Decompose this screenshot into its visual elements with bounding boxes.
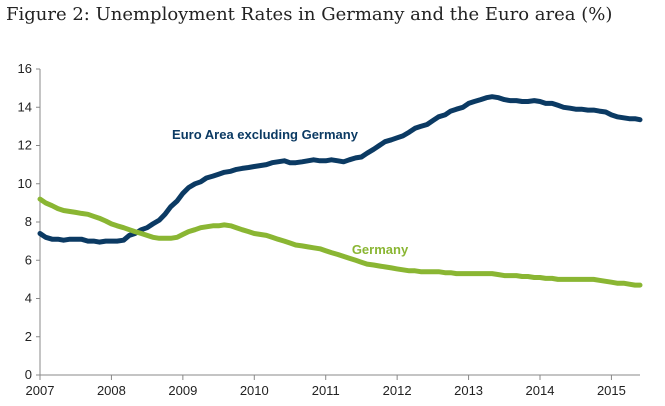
series-layer <box>37 94 643 288</box>
x-tick-label: 2009 <box>168 383 197 398</box>
y-tick-label: 16 <box>18 61 32 76</box>
series-line-euro-area-excluding-germany <box>37 94 643 245</box>
y-tick-label: 14 <box>18 99 32 114</box>
series-labels: Euro Area excluding Germany Germany <box>172 127 409 257</box>
y-tick-label: 0 <box>25 367 32 382</box>
chart-title: Figure 2: Unemployment Rates in Germany … <box>6 4 613 25</box>
x-tick-label: 2007 <box>26 383 55 398</box>
x-tick-label: 2013 <box>454 383 483 398</box>
series-line-germany <box>37 196 643 288</box>
x-tick-label: 2012 <box>383 383 412 398</box>
x-tick-label: 2015 <box>597 383 626 398</box>
y-tick-label: 2 <box>25 329 32 344</box>
x-tick-label: 2014 <box>526 383 555 398</box>
y-tick-label: 10 <box>18 176 32 191</box>
y-axis: 0 2 4 6 8 10 12 14 16 <box>18 61 41 382</box>
series-label-germany: Germany <box>352 242 409 257</box>
series-label-euro-area-excluding-germany: Euro Area excluding Germany <box>172 127 359 142</box>
y-tick-label: 6 <box>25 252 32 267</box>
x-axis: 2007 2008 2009 2010 2011 2012 2013 2014 2015 <box>26 374 640 398</box>
x-tick-label: 2008 <box>97 383 126 398</box>
x-tick-label: 2010 <box>240 383 269 398</box>
y-tick-label: 12 <box>18 138 32 153</box>
x-tick-label: 2011 <box>312 383 340 398</box>
y-tick-label: 8 <box>25 214 32 229</box>
y-tick-label: 4 <box>25 291 32 306</box>
